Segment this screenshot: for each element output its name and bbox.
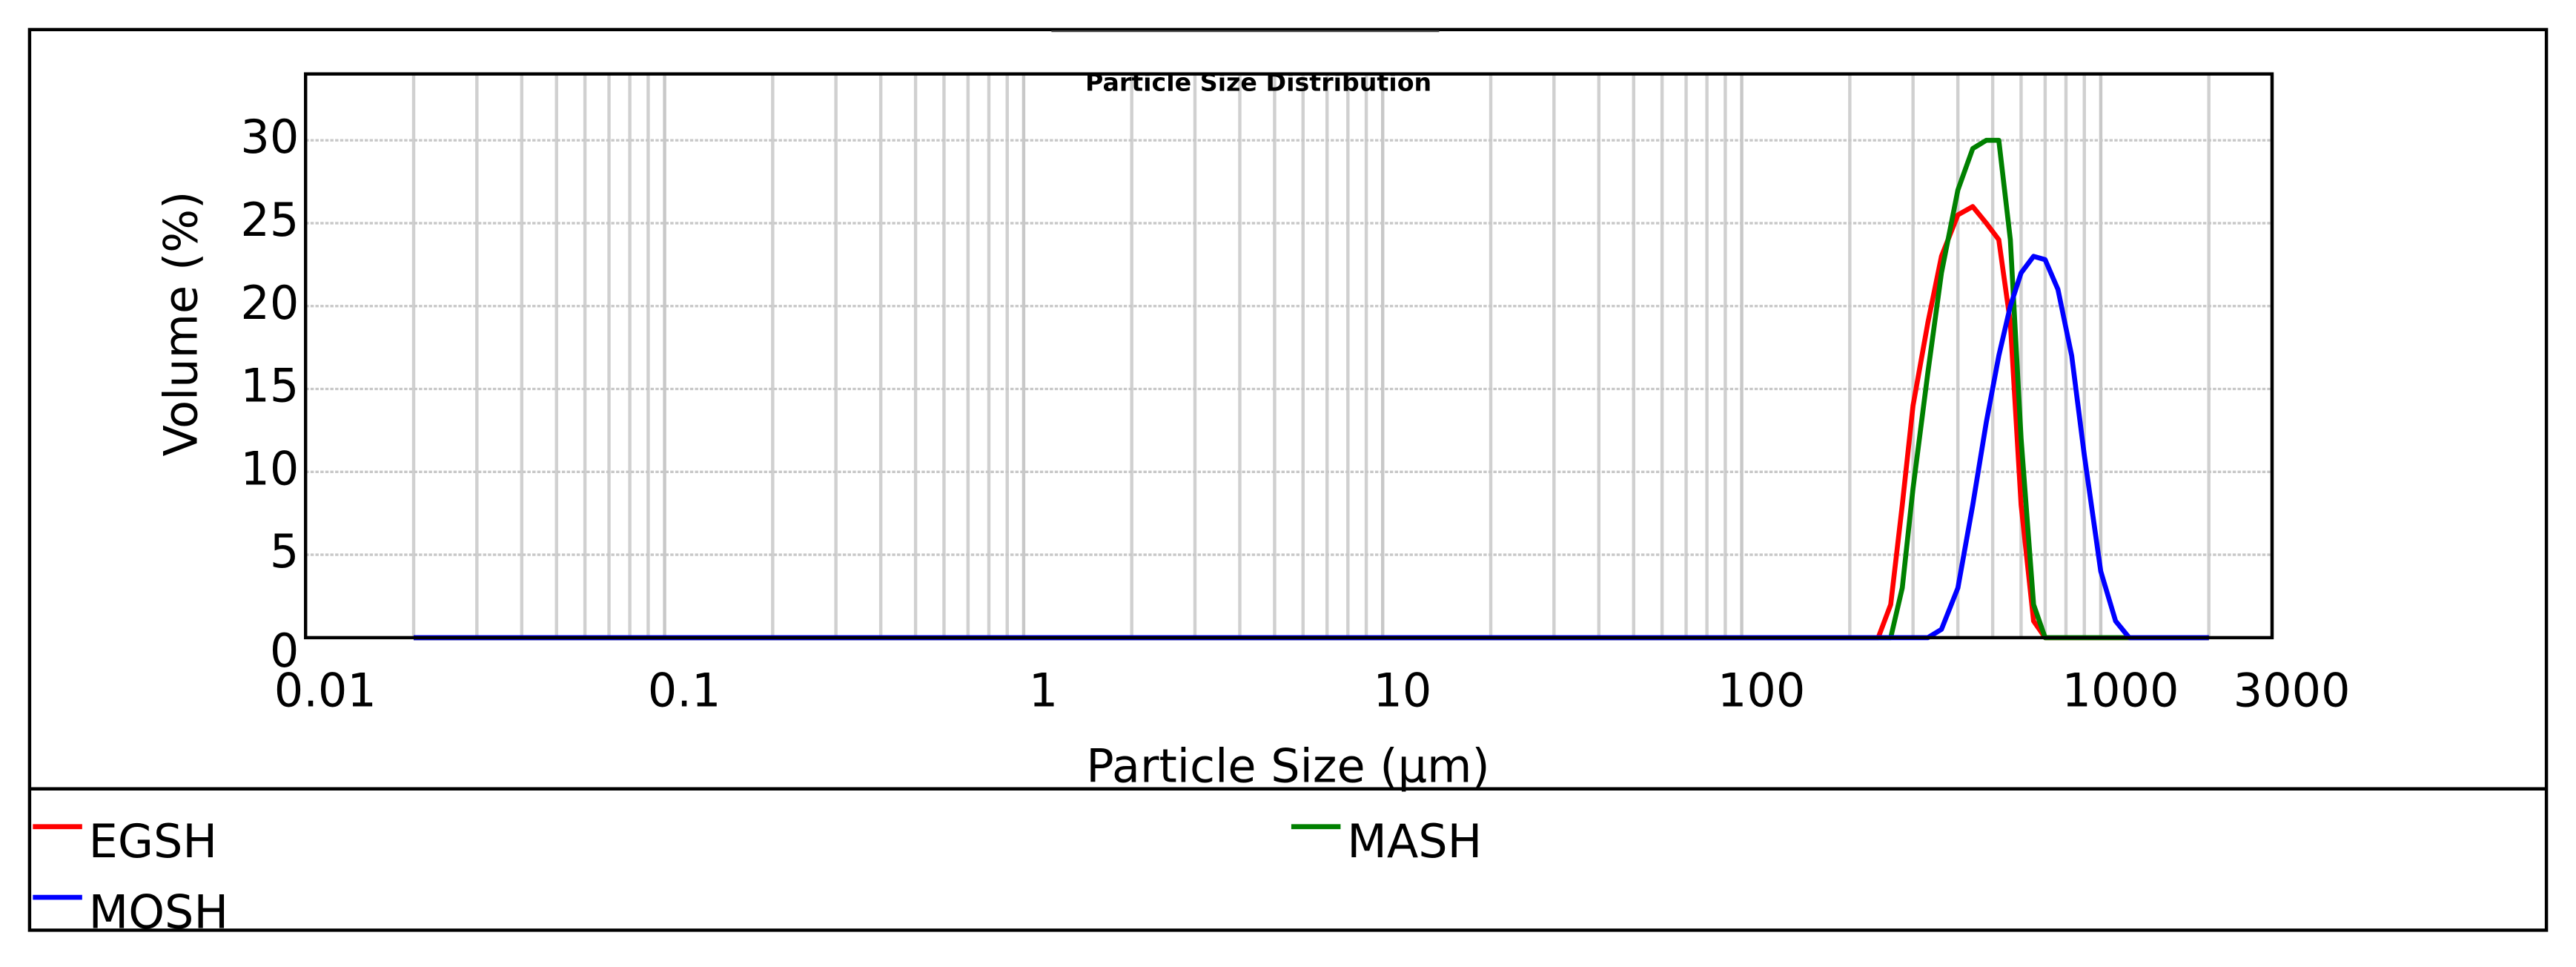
- grid: [304, 73, 2274, 639]
- chart-title: Particle Size Distribution: [1085, 68, 1431, 97]
- x-tick-label: 0.1: [648, 663, 721, 717]
- y-tick-label: 15: [240, 359, 299, 413]
- legend-label: MASH: [1347, 814, 1482, 868]
- y-tick-label: 25: [240, 193, 299, 247]
- x-tick-label: 10: [1373, 663, 1431, 717]
- y-axis-label: Volume (%): [153, 191, 208, 457]
- x-axis-label: Particle Size (μm): [1086, 739, 1489, 793]
- y-tick-label: 0: [270, 624, 299, 678]
- y-tick-label: 20: [240, 276, 299, 330]
- legend-label: EGSH: [89, 814, 217, 868]
- frame: [27, 27, 2549, 932]
- y-tick-label: 30: [240, 110, 299, 164]
- x-tick-label: 1: [1029, 663, 1058, 717]
- series-line: [414, 254, 2209, 641]
- x-tick-label: 1000: [2062, 663, 2179, 717]
- x-tick-label: 100: [1718, 663, 1805, 717]
- legend-label: MOSH: [89, 885, 228, 939]
- y-tick-label: 10: [240, 441, 299, 495]
- legend: EGSH MASH MOSH: [33, 814, 1482, 940]
- plot-frame: [304, 72, 2274, 640]
- x-tick-label: 0.01: [274, 663, 377, 717]
- y-tick-label: 5: [270, 524, 299, 578]
- x-tick-label: 3000: [2234, 663, 2351, 717]
